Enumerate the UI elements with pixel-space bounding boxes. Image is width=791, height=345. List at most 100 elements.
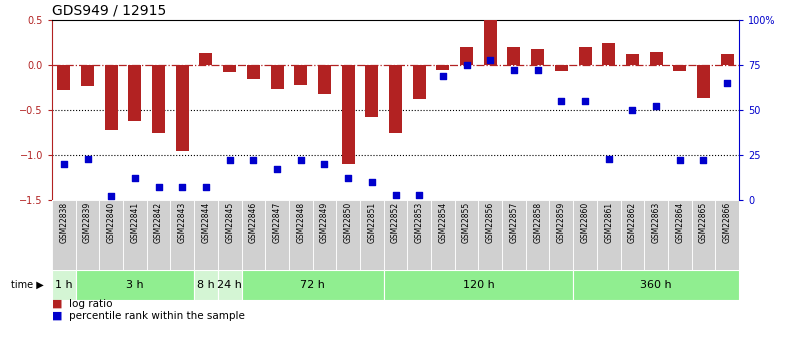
Bar [176,65,189,150]
Text: 3 h: 3 h [126,280,144,290]
Point [365,179,378,185]
Bar [484,20,497,65]
Text: GSM22859: GSM22859 [557,202,566,243]
Point [508,68,520,73]
Text: time ▶: time ▶ [11,280,44,290]
Bar [413,65,426,99]
Bar [365,65,378,117]
Bar [526,200,550,270]
Point [484,57,497,62]
Bar [573,200,597,270]
Bar [170,200,194,270]
Text: percentile rank within the sample: percentile rank within the sample [70,311,245,321]
Bar [218,200,241,270]
Text: GSM22852: GSM22852 [391,202,400,243]
Text: GSM22851: GSM22851 [367,202,377,243]
Bar [649,51,663,65]
Bar [384,270,573,300]
Bar [318,65,331,94]
Bar [342,65,354,164]
Point [129,176,142,181]
Text: GSM22848: GSM22848 [297,202,305,243]
Bar [437,65,449,69]
Point [105,194,118,199]
Bar [597,200,621,270]
Text: GSM22861: GSM22861 [604,202,613,243]
Point [603,156,615,161]
Point [81,156,94,161]
Text: GSM22841: GSM22841 [131,202,139,243]
Bar [389,65,402,132]
Text: GSM22839: GSM22839 [83,202,92,243]
Text: GSM22846: GSM22846 [249,202,258,243]
Text: GSM22862: GSM22862 [628,202,637,243]
Bar [289,200,312,270]
Point [532,68,544,73]
Bar [76,270,194,300]
Bar [265,200,289,270]
Text: GSM22860: GSM22860 [581,202,589,243]
Bar [223,65,237,72]
Point [555,98,568,104]
Bar [81,65,94,86]
Text: GSM22865: GSM22865 [699,202,708,243]
Bar [218,270,241,300]
Point [176,185,188,190]
Text: GSM22855: GSM22855 [462,202,471,243]
Bar [123,200,147,270]
Bar [194,200,218,270]
Point [58,161,70,167]
Bar [247,65,260,79]
Bar [460,47,473,65]
Bar [52,200,76,270]
Point [697,158,710,163]
Bar [407,200,431,270]
Point [271,167,283,172]
Point [413,192,426,197]
Text: GSM22838: GSM22838 [59,202,68,243]
Text: GSM22847: GSM22847 [273,202,282,243]
Text: 360 h: 360 h [640,280,672,290]
Bar [241,200,265,270]
Point [721,80,733,86]
Bar [147,200,170,270]
Text: GSM22857: GSM22857 [509,202,518,243]
Bar [508,47,520,65]
Text: GSM22842: GSM22842 [154,202,163,243]
Text: 72 h: 72 h [300,280,325,290]
Bar [104,65,118,130]
Bar [455,200,479,270]
Point [342,176,354,181]
Text: GSM22866: GSM22866 [723,202,732,243]
Text: GSM22853: GSM22853 [414,202,424,243]
Bar [152,65,165,132]
Point [389,192,402,197]
Bar [621,200,644,270]
Bar [294,65,307,85]
Text: GSM22864: GSM22864 [676,202,684,243]
Point [460,62,473,68]
Bar [384,200,407,270]
Text: GSM22856: GSM22856 [486,202,494,243]
Bar [100,200,123,270]
Point [437,73,449,79]
Point [673,158,686,163]
Bar [573,270,739,300]
Bar [721,54,734,65]
Bar [336,200,360,270]
Bar [673,65,687,71]
Text: GSM22854: GSM22854 [438,202,448,243]
Text: GDS949 / 12915: GDS949 / 12915 [52,3,166,18]
Bar [531,49,544,65]
Text: GSM22849: GSM22849 [320,202,329,243]
Bar [578,47,592,65]
Bar [52,270,76,300]
Bar [241,270,384,300]
Text: GSM22850: GSM22850 [343,202,353,243]
Bar [554,65,568,71]
Bar [271,65,283,89]
Bar [668,200,691,270]
Point [318,161,331,167]
Text: GSM22845: GSM22845 [225,202,234,243]
Text: ■: ■ [52,311,62,321]
